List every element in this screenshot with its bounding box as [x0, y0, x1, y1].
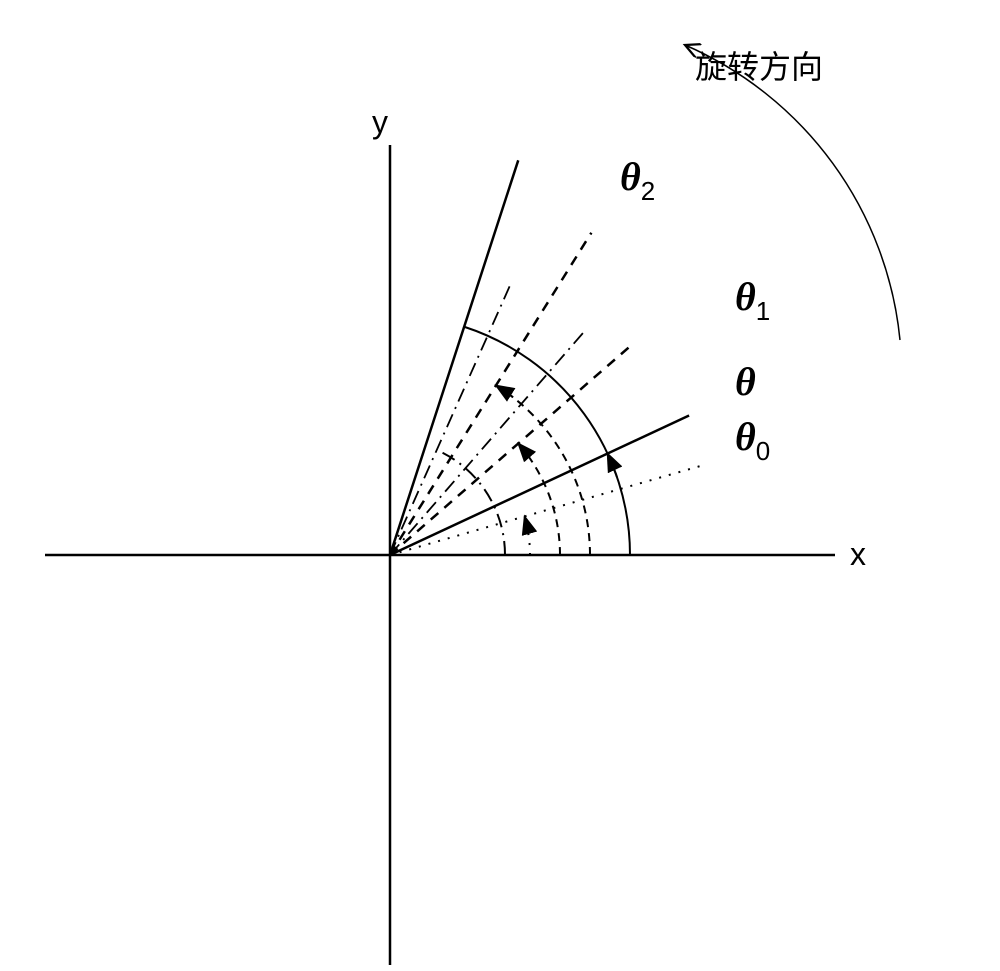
y-axis-label: y — [372, 104, 388, 140]
ray-theta — [390, 416, 689, 555]
angle-diagram: x y θ0 θ θ1 θ2 旋转方向 — [0, 0, 1000, 971]
ray-theta2 — [390, 233, 591, 555]
label-theta2: θ2 — [620, 154, 655, 206]
arc_theta1 — [518, 443, 560, 555]
rotation-direction: 旋转方向 — [685, 45, 900, 340]
axes: x y — [45, 104, 866, 965]
theta-labels: θ0 θ θ1 θ2 — [620, 154, 770, 466]
label-theta: θ — [735, 359, 756, 404]
label-theta0: θ0 — [735, 414, 770, 466]
x-axis-label: x — [850, 536, 866, 572]
arc_theta0-arrow — [525, 516, 528, 530]
ray-upper_solid — [390, 160, 518, 555]
rotation-label: 旋转方向 — [695, 49, 823, 85]
arc_theta1-arrow — [518, 443, 529, 457]
arc_theta2 — [496, 385, 590, 555]
rotation-arc — [685, 45, 900, 340]
dashdot-rays — [390, 281, 587, 555]
ray-theta1 — [390, 345, 632, 555]
arc_dash_dot — [437, 450, 505, 555]
dashdot-ray-1 — [390, 281, 512, 555]
arc_theta-arrow — [608, 454, 617, 477]
label-theta1: θ1 — [735, 274, 770, 326]
arc_theta2-arrow — [496, 385, 513, 397]
